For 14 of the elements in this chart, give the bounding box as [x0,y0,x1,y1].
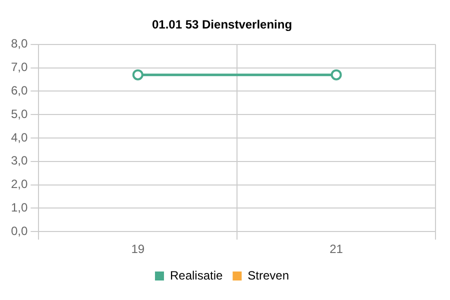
y-tick-label: 1,0 [10,200,28,215]
y-tick-label: 3,0 [10,154,28,168]
chart-title: 01.01 53 Dienstverlening [152,18,292,32]
y-tick-label: 2,0 [10,177,28,192]
y-tick-label: 5,0 [10,106,28,121]
y-tick-label: 8,0 [10,36,28,51]
x-tick-label: 21 [330,242,344,256]
y-tick-label: 0,0 [10,224,28,238]
y-tick-label: 6,0 [10,84,28,98]
y-tick-label: 4,0 [10,130,28,144]
y-tick-label: 7,0 [10,60,28,74]
legend-label: Realisatie [170,268,223,282]
legend-label: Streven [248,268,290,282]
x-tick-label: 19 [131,242,145,256]
